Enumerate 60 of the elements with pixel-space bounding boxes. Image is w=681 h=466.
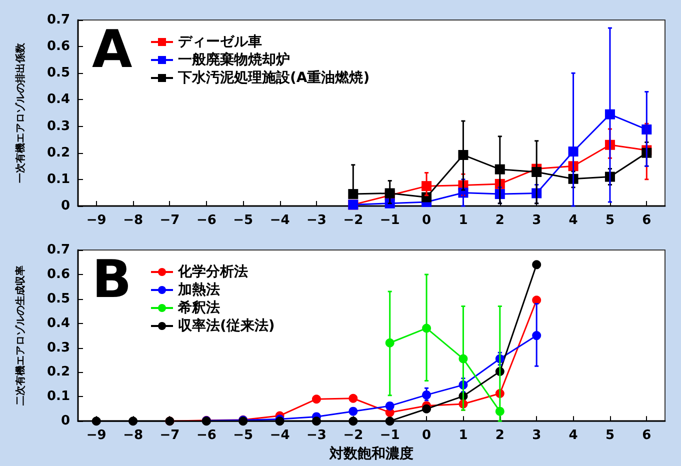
x-tick-label: 4 bbox=[568, 428, 578, 444]
y-tick-label: 0.4 bbox=[46, 92, 70, 108]
x-tick-label: 2 bbox=[495, 428, 504, 444]
x-tick-label: −3 bbox=[306, 428, 326, 444]
x-tick-label: 0 bbox=[422, 213, 432, 228]
x-tick-label: −9 bbox=[86, 213, 106, 228]
x-tick-label: −8 bbox=[123, 428, 144, 444]
y-tick-label: 0.3 bbox=[46, 340, 70, 356]
y-tick-label: 0.2 bbox=[46, 145, 70, 160]
x-tick-label: −2 bbox=[343, 428, 364, 444]
x-tick-label: −7 bbox=[160, 213, 180, 228]
x-tick-label: −6 bbox=[196, 213, 216, 228]
y-tick-label: 0.2 bbox=[46, 364, 70, 380]
annotation: A bbox=[92, 20, 132, 80]
y-tick-label: 0.7 bbox=[46, 242, 70, 258]
y-tick-label: 0.7 bbox=[46, 12, 70, 28]
y-axis-title: 二次有機エアロゾルの生成収率 bbox=[14, 266, 26, 406]
y-tick-label: 0.4 bbox=[46, 316, 70, 331]
y-tick-label: 0.1 bbox=[46, 172, 70, 187]
legend-label: ディーゼル車 bbox=[178, 34, 262, 50]
x-tick-label: −7 bbox=[160, 428, 180, 444]
x-tick-label: −4 bbox=[270, 213, 290, 228]
x-tick-label: 5 bbox=[605, 428, 614, 444]
x-tick-label: 3 bbox=[532, 428, 542, 444]
x-tick-label: −5 bbox=[233, 428, 254, 444]
annotation: B bbox=[92, 250, 132, 310]
y-tick-label: 0 bbox=[60, 198, 70, 214]
x-tick-label: −3 bbox=[306, 213, 326, 228]
x-tick-label: 2 bbox=[495, 213, 504, 228]
x-tick-label: 0 bbox=[422, 428, 432, 444]
x-tick-label: 6 bbox=[642, 428, 652, 444]
x-tick-label: 1 bbox=[458, 213, 468, 228]
x-tick-label: 1 bbox=[458, 428, 468, 444]
y-axis-title: 一次有機エアロゾルの排出係数 bbox=[14, 42, 26, 183]
y-tick-label: 0.6 bbox=[46, 266, 70, 282]
x-tick-label: 4 bbox=[568, 213, 578, 228]
y-tick-label: 0.5 bbox=[46, 291, 70, 306]
y-tick-label: 0.1 bbox=[46, 389, 70, 404]
x-tick-label: −8 bbox=[123, 213, 144, 228]
x-tick-label: −1 bbox=[380, 428, 400, 444]
legend-label: 一般廃棄物焼却炉 bbox=[178, 51, 290, 68]
y-tick-label: 0.5 bbox=[46, 66, 70, 81]
legend-label: 加熱法 bbox=[177, 282, 220, 298]
x-tick-label: −5 bbox=[233, 213, 254, 228]
x-tick-label: 5 bbox=[605, 213, 614, 228]
x-tick-label: 6 bbox=[642, 213, 652, 228]
x-tick-label: −1 bbox=[380, 213, 400, 228]
legend-label: 収率法(従来法) bbox=[178, 317, 275, 334]
x-axis-title: 対数飽和濃度 bbox=[328, 445, 414, 462]
y-tick-label: 0 bbox=[60, 414, 70, 429]
y-tick-label: 0.6 bbox=[46, 39, 70, 54]
x-tick-label: −2 bbox=[343, 213, 364, 228]
x-tick-label: −4 bbox=[270, 428, 290, 444]
y-tick-label: 0.3 bbox=[46, 118, 70, 134]
x-tick-label: −6 bbox=[196, 428, 216, 444]
x-tick-label: −9 bbox=[86, 428, 106, 444]
legend-label: 希釈法 bbox=[177, 300, 220, 316]
legend-label: 下水汚泥処理施設(A重油燃焼) bbox=[177, 70, 370, 86]
x-tick-label: 3 bbox=[532, 213, 542, 228]
legend-label: 化学分析法 bbox=[177, 264, 248, 280]
